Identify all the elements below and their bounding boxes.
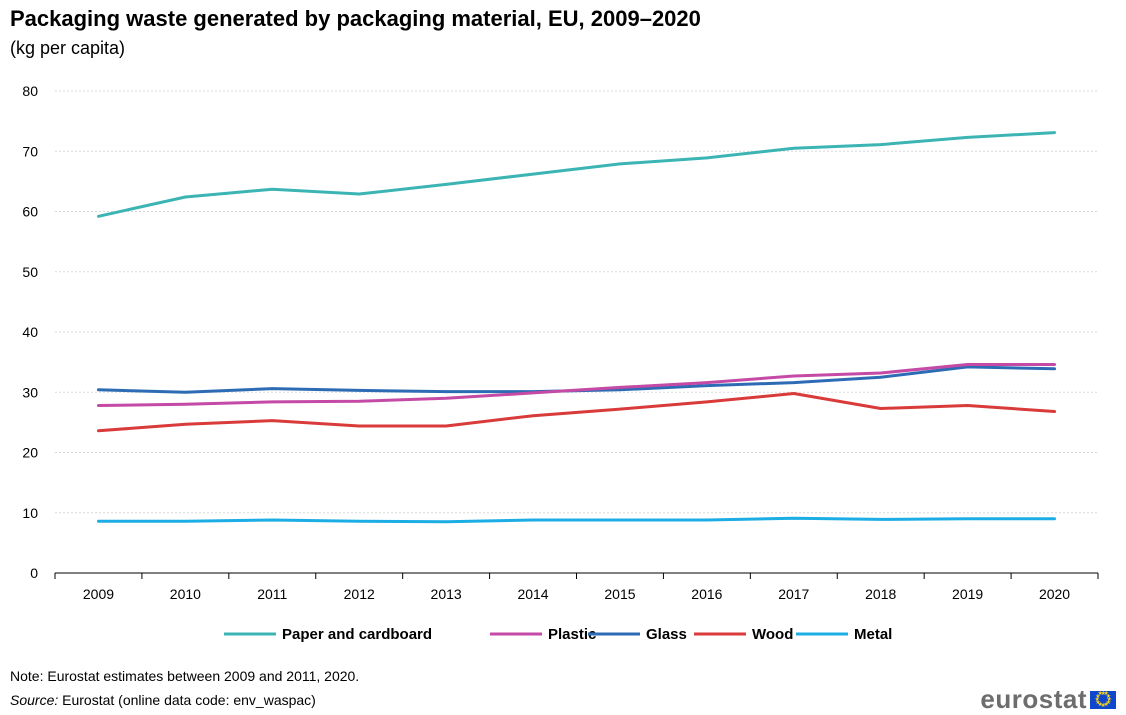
y-axis-ticks: 0 10 20 30 40 50 60 70 80 [22, 83, 38, 581]
x-tick-label: 2009 [83, 586, 114, 602]
chart-title: Packaging waste generated by packaging m… [10, 6, 701, 31]
x-tick-label: 2013 [431, 586, 462, 602]
source-label: Source: [10, 692, 59, 708]
y-tick-label: 60 [22, 204, 38, 220]
logo-text: eurostat [980, 684, 1087, 714]
y-tick-label: 30 [22, 384, 38, 400]
x-tick-label: 2018 [865, 586, 896, 602]
series-line-plastic [97, 363, 1056, 407]
gridlines [55, 90, 1098, 514]
x-tick-label: 2020 [1039, 586, 1070, 602]
y-tick-label: 80 [22, 83, 38, 99]
y-tick-label: 40 [22, 324, 38, 340]
y-tick-label: 10 [22, 505, 38, 521]
legend-label: Glass [646, 626, 687, 643]
legend-label: Metal [854, 626, 892, 643]
x-tick-label: 2011 [257, 586, 287, 602]
x-tick-label: 2010 [170, 586, 201, 602]
y-tick-label: 70 [22, 143, 38, 159]
x-tick-label: 2015 [604, 586, 635, 602]
x-tick-label: 2019 [952, 586, 983, 602]
chart-source: Source: Eurostat (online data code: env_… [10, 692, 316, 708]
x-tick-label: 2016 [691, 586, 722, 602]
x-tick-label: 2012 [344, 586, 375, 602]
series-line-wood [97, 392, 1056, 433]
x-tick-label: 2017 [778, 586, 809, 602]
series-lines [97, 131, 1056, 524]
y-tick-label: 20 [22, 445, 38, 461]
eu-flag-icon: ★ ★ ★ ★ ★ ★ ★ ★ ★ ★ ★ ★ [1090, 690, 1116, 709]
legend: Paper and cardboard Plastic Glass Wood Metal [224, 626, 892, 643]
chart-subtitle: (kg per capita) [10, 38, 126, 58]
y-tick-label: 0 [30, 565, 38, 581]
series-line-metal [97, 516, 1056, 524]
legend-label: Wood [752, 626, 793, 643]
legend-label: Paper and cardboard [282, 626, 432, 643]
x-tick-label: 2014 [517, 586, 548, 602]
legend-label: Plastic [548, 626, 596, 643]
source-text: Eurostat (online data code: env_waspac) [58, 692, 316, 708]
y-tick-label: 50 [22, 264, 38, 280]
x-axis: 2009 2010 2011 2012 2013 2014 2015 2016 2017 2018… [54, 572, 1099, 602]
chart-note: Note: Eurostat estimates between 2009 an… [10, 668, 360, 684]
series-line-paper-and-cardboard [97, 131, 1056, 218]
eurostat-logo: eurostat ★ ★ ★ ★ ★ ★ ★ ★ ★ ★ ★ ★ [980, 684, 1116, 715]
